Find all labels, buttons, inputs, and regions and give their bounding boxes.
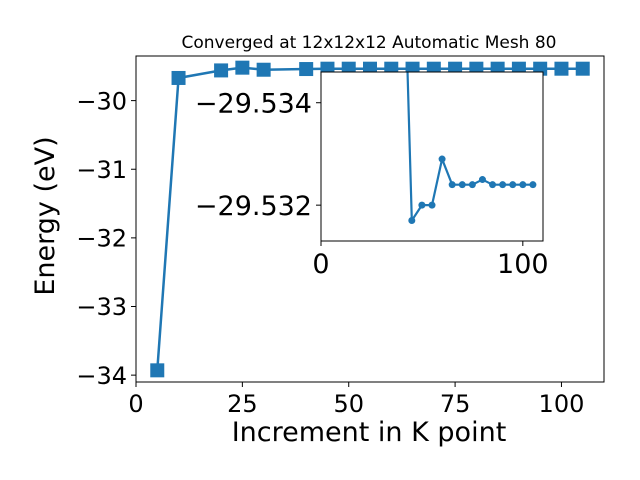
inset-plot-frame [320,71,544,242]
inset-x-ticks: 0 100 [312,241,549,280]
inset-data-point [509,181,517,189]
inset-data-point [408,217,416,225]
main-x-ticks: 0 25 50 75 100 [128,382,584,418]
inset-x-tick-label: 100 [497,249,549,280]
inset-data-point [458,181,466,189]
chart-title: Converged at 12x12x12 Automatic Mesh 80 [182,33,557,53]
inset-data-point [529,181,537,189]
inset-plot-marks [406,72,537,225]
main-y-tick-label: −33 [76,293,127,321]
y-axis-label: Energy (eV) [30,136,61,295]
main-y-ticks: −34 −33 −32 −31 −30 [76,87,136,390]
inset-y-tick-label: −29.534 [195,88,312,119]
main-y-tick-label: −34 [76,362,127,390]
x-axis-label: Increment in K point [232,417,507,448]
main-data-point [575,61,590,76]
main-data-point [299,62,314,77]
main-x-tick-label: 0 [128,390,143,418]
main-y-tick-label: −30 [76,87,127,115]
main-x-tick-label: 50 [333,390,364,418]
inset-background [321,72,543,241]
main-y-tick-label: −31 [76,156,127,184]
inset-data-point [468,181,476,189]
inset-y-ticks: −29.534 −29.532 [195,88,321,222]
inset-x-tick-label: 0 [312,249,329,280]
main-data-point [150,363,165,378]
main-data-point [554,61,569,76]
inset-data-point [428,201,436,209]
main-y-tick-label: −32 [76,225,127,253]
main-data-point [171,70,186,85]
inset-data-point [448,181,456,189]
inset-data-point [499,181,507,189]
inset-y-tick-label: −29.532 [195,191,312,222]
main-data-point [256,62,271,77]
main-x-tick-label: 100 [539,390,585,418]
inset-data-point [438,155,446,163]
main-x-tick-label: 75 [440,390,471,418]
main-data-point [235,60,250,75]
main-plot-frame [135,55,605,383]
main-plot-marks [150,60,590,378]
inset-data-point [478,176,486,184]
main-x-tick-label: 25 [227,390,258,418]
main-data-point [214,63,229,78]
inset-data-point [489,181,497,189]
inset-data-point [418,201,426,209]
inset-data-point [519,181,527,189]
